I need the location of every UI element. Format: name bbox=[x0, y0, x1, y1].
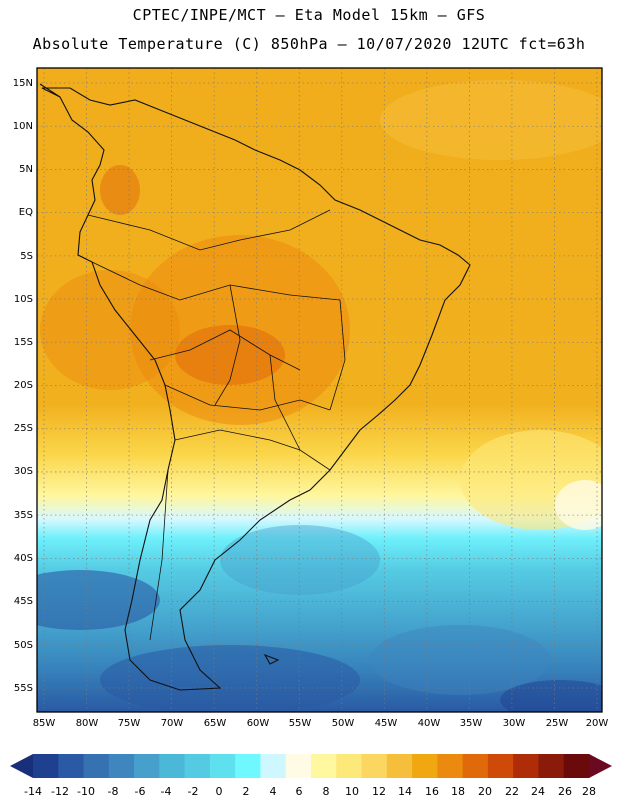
map-figure: 15N 10N 5N EQ 5S 10S 15S 20S 25S 30S 35S… bbox=[0, 60, 618, 800]
lat-label: 15N bbox=[13, 78, 33, 89]
colorbar-tick: 26 bbox=[558, 785, 572, 798]
colorbar-cell bbox=[184, 754, 211, 778]
lon-label: 20W bbox=[586, 718, 609, 729]
colorbar-cell bbox=[33, 754, 59, 778]
lat-label: 35S bbox=[14, 510, 33, 521]
colorbar-tick: 20 bbox=[478, 785, 492, 798]
colorbar-cell bbox=[285, 754, 312, 778]
colorbar-cell bbox=[311, 754, 337, 778]
longitude-labels: 85W 80W 75W 70W 65W 60W 55W 50W 45W 40W … bbox=[33, 718, 609, 729]
colorbar-cell bbox=[108, 754, 135, 778]
colorbar-cell bbox=[487, 754, 514, 778]
colorbar-cell bbox=[235, 754, 261, 778]
colorbar-cell bbox=[513, 754, 539, 778]
lon-label: 65W bbox=[204, 718, 227, 729]
colorbar-cell bbox=[159, 754, 186, 778]
lat-label: EQ bbox=[19, 207, 33, 218]
lon-label: 40W bbox=[418, 718, 441, 729]
lon-label: 85W bbox=[33, 718, 56, 729]
colorbar-cell bbox=[83, 754, 110, 778]
colorbar-tick: 22 bbox=[505, 785, 519, 798]
colorbar-tick: 28 bbox=[582, 785, 596, 798]
map-frame bbox=[36, 67, 603, 713]
map-subtitle: Absolute Temperature (C) 850hPa – 10/07/… bbox=[32, 35, 586, 53]
colorbar-cell bbox=[462, 754, 489, 778]
lon-label: 55W bbox=[289, 718, 312, 729]
colorbar-tick: 8 bbox=[323, 785, 330, 798]
temperature-field bbox=[37, 68, 602, 712]
colorbar-right-arrow bbox=[589, 754, 612, 778]
colorbar-tick: -2 bbox=[188, 785, 199, 798]
lon-label: 35W bbox=[460, 718, 483, 729]
lat-label: 10N bbox=[13, 121, 33, 132]
lat-label: 45S bbox=[14, 596, 33, 607]
colorbar-tick: 14 bbox=[398, 785, 412, 798]
lon-label: 30W bbox=[503, 718, 526, 729]
lat-label: 10S bbox=[14, 294, 33, 305]
latitude-labels: 15N 10N 5N EQ 5S 10S 15S 20S 25S 30S 35S… bbox=[13, 78, 33, 694]
lat-label: 5S bbox=[20, 251, 33, 262]
colorbar-cell bbox=[386, 754, 413, 778]
lat-label: 30S bbox=[14, 466, 33, 477]
colorbar-tick: 6 bbox=[296, 785, 303, 798]
grid-lines bbox=[37, 68, 602, 712]
lat-label: 15S bbox=[14, 337, 33, 348]
colorbar-tick: -12 bbox=[51, 785, 69, 798]
colorbar-tick: -6 bbox=[135, 785, 146, 798]
colorbar-tick: 24 bbox=[531, 785, 545, 798]
map-title: CPTEC/INPE/MCT – Eta Model 15km – GFS bbox=[132, 6, 486, 24]
country-borders bbox=[87, 209, 346, 641]
colorbar-tick: -4 bbox=[161, 785, 172, 798]
colorbar-tick: -8 bbox=[108, 785, 119, 798]
colorbar-tick: 16 bbox=[425, 785, 439, 798]
lon-label: 70W bbox=[161, 718, 184, 729]
lat-label: 20S bbox=[14, 380, 33, 391]
lon-label: 25W bbox=[546, 718, 569, 729]
colorbar-tick: -14 bbox=[24, 785, 42, 798]
colorbar-tick: 18 bbox=[451, 785, 465, 798]
lat-label: 5N bbox=[19, 164, 33, 175]
colorbar-cell bbox=[538, 754, 565, 778]
lat-label: 55S bbox=[14, 683, 33, 694]
colorbar-tick: 0 bbox=[216, 785, 223, 798]
colorbar-cell bbox=[563, 754, 590, 778]
colorbar-tick: 10 bbox=[345, 785, 359, 798]
colorbar-tick: 4 bbox=[270, 785, 277, 798]
lon-label: 75W bbox=[118, 718, 141, 729]
lat-label: 50S bbox=[14, 640, 33, 651]
colorbar-cell bbox=[361, 754, 388, 778]
colorbar-cell bbox=[58, 754, 85, 778]
lon-label: 45W bbox=[375, 718, 398, 729]
colorbar-cell bbox=[260, 754, 287, 778]
lat-label: 40S bbox=[14, 553, 33, 564]
lon-label: 60W bbox=[247, 718, 270, 729]
colorbar-cell bbox=[336, 754, 363, 778]
colorbar-tick: 2 bbox=[243, 785, 250, 798]
colorbar-cell bbox=[134, 754, 160, 778]
lon-label: 80W bbox=[76, 718, 99, 729]
lon-label: 50W bbox=[332, 718, 355, 729]
colorbar-left-arrow bbox=[10, 754, 33, 778]
coastline bbox=[39, 83, 471, 691]
colorbar-cell bbox=[412, 754, 438, 778]
colorbar-cell bbox=[209, 754, 236, 778]
lat-label: 25S bbox=[14, 423, 33, 434]
colorbar: -14 -12 -10 -8 -6 -4 -2 0 2 4 6 8 10 12 … bbox=[10, 754, 612, 798]
colorbar-tick: -10 bbox=[77, 785, 95, 798]
colorbar-tick: 12 bbox=[372, 785, 386, 798]
colorbar-cell bbox=[437, 754, 464, 778]
